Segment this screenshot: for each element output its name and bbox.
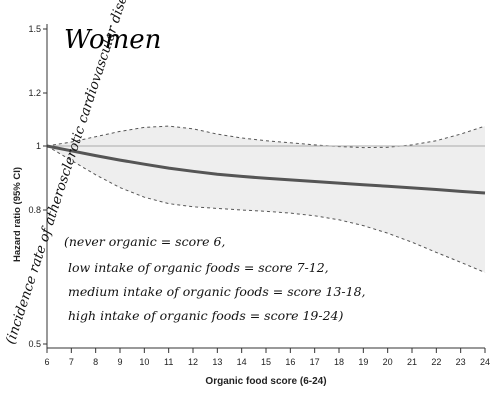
y-tick-label: 0.8 <box>28 205 41 215</box>
x-tick-label: 12 <box>188 357 198 367</box>
x-tick-label: 13 <box>212 357 222 367</box>
annotation-line-3: medium intake of organic foods = score 1… <box>68 284 366 299</box>
x-tick-label: 21 <box>407 357 417 367</box>
y-axis-label: Hazard ratio (95% CI) <box>12 167 23 262</box>
x-tick-label: 15 <box>261 357 271 367</box>
x-tick-label: 20 <box>383 357 393 367</box>
y-axis-ticks: 0.5 0.8 1 1.2 1.5 <box>28 24 47 349</box>
x-tick-label: 17 <box>310 357 320 367</box>
y-tick-label: 1 <box>36 141 41 151</box>
confidence-band <box>47 126 485 273</box>
x-tick-label: 6 <box>44 357 49 367</box>
annotation-line-2: low intake of organic foods = score 7-12… <box>68 260 329 275</box>
annotation-block: (never organic = score 6, low intake of … <box>64 234 366 323</box>
x-tick-label: 14 <box>237 357 247 367</box>
x-axis-label: Organic food score (6-24) <box>205 376 326 387</box>
x-tick-label: 24 <box>480 357 490 367</box>
estimate-line-layer <box>46 144 486 195</box>
y-tick-label: 0.5 <box>28 339 41 349</box>
x-tick-label: 18 <box>334 357 344 367</box>
estimate-line <box>46 144 486 195</box>
x-axis-ticks: 6 7 8 9 10 11 12 13 14 15 16 17 18 19 20 21 22 23 24 <box>44 348 490 367</box>
x-tick-label: 9 <box>117 357 122 367</box>
x-tick-label: 10 <box>139 357 149 367</box>
x-tick-label: 7 <box>69 357 74 367</box>
x-tick-label: 16 <box>285 357 295 367</box>
chart-title: Women <box>64 25 161 55</box>
x-tick-label: 8 <box>93 357 98 367</box>
y-tick-label: 1.2 <box>28 88 41 98</box>
x-tick-label: 19 <box>358 357 368 367</box>
annotation-line-4: high intake of organic foods = score 19-… <box>68 308 343 323</box>
ci-upper-line <box>46 125 486 149</box>
x-tick-label: 23 <box>456 357 466 367</box>
annotation-line-1: (never organic = score 6, <box>64 234 225 249</box>
confidence-band-layer <box>46 125 486 273</box>
x-tick-label: 22 <box>431 357 441 367</box>
x-tick-label: 11 <box>164 357 173 367</box>
y-tick-label: 1.5 <box>28 24 41 34</box>
ci-lower-line <box>46 145 486 273</box>
